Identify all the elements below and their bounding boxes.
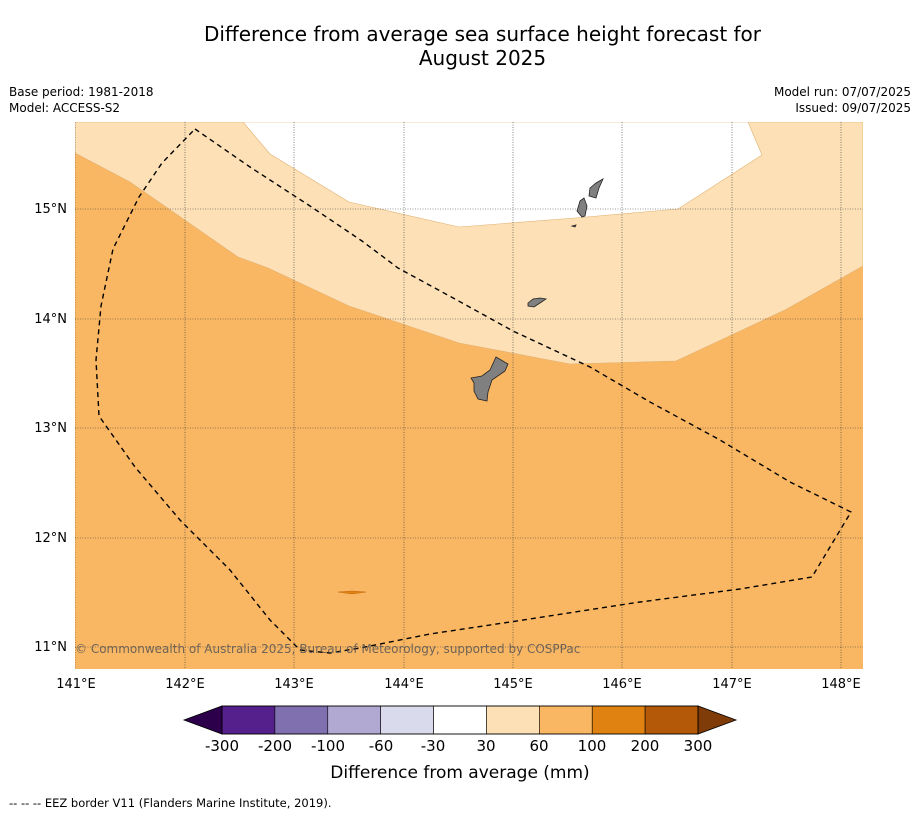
colorbar-tick-label: 200 bbox=[631, 737, 660, 755]
land-masses bbox=[470, 178, 604, 402]
colorbar-title: Difference from average (mm) bbox=[330, 763, 589, 783]
lat-tick-label: 15°N bbox=[34, 202, 67, 217]
colorbar-tick-labels: -300 -200 -100 -60 -30 30 60 100 200 300 bbox=[205, 737, 712, 755]
anomaly-neutral-region bbox=[242, 122, 763, 228]
eez-border bbox=[95, 128, 852, 654]
colorbar-swatch bbox=[539, 705, 593, 735]
colorbar-tick-label: 30 bbox=[476, 737, 495, 755]
guam-island bbox=[470, 356, 509, 402]
eez-legend-note: -- -- -- EEZ border V11 (Flanders Marine… bbox=[9, 796, 332, 810]
rota-island bbox=[527, 297, 548, 308]
model-label: Model: ACCESS-S2 bbox=[9, 101, 121, 115]
lon-labels: 141°E 142°E 143°E 144°E 145°E 146°E 147°… bbox=[56, 677, 861, 692]
lon-tick-label: 147°E bbox=[712, 677, 752, 692]
lon-tick-label: 141°E bbox=[56, 677, 96, 692]
colorbar-swatch bbox=[486, 705, 540, 735]
colorbar-tick-label: -60 bbox=[369, 737, 394, 755]
lat-labels: 15°N 14°N 13°N 12°N 11°N bbox=[34, 202, 67, 655]
colorbar-swatch bbox=[591, 705, 646, 735]
lon-tick-label: 144°E bbox=[384, 677, 424, 692]
model-info: Base period: 1981-2018 Model: ACCESS-S2 bbox=[9, 84, 154, 116]
map-title: Difference from average sea surface heig… bbox=[0, 22, 919, 70]
colorbar-swatch bbox=[433, 705, 487, 735]
colorbar-tick-label: 300 bbox=[684, 737, 713, 755]
colorbar-swatch bbox=[644, 705, 699, 735]
aguijan-islet bbox=[570, 224, 577, 228]
colorbar-frame bbox=[221, 705, 699, 735]
lon-tick-label: 145°E bbox=[493, 677, 533, 692]
anomaly-100-200-patch bbox=[337, 590, 367, 595]
lon-tick-label: 142°E bbox=[165, 677, 205, 692]
lon-tick-label: 148°E bbox=[821, 677, 861, 692]
issued-label: Issued: 09/07/2025 bbox=[795, 101, 911, 115]
lat-tick-label: 11°N bbox=[34, 640, 67, 655]
colorbar-tick-label: 60 bbox=[529, 737, 548, 755]
lon-tick-label: 143°E bbox=[274, 677, 314, 692]
lat-tick-label: 12°N bbox=[34, 531, 67, 546]
lon-tick-label: 146°E bbox=[602, 677, 642, 692]
gridlines bbox=[75, 122, 863, 669]
tinian-island bbox=[576, 197, 588, 218]
run-info: Model run: 07/07/2025 Issued: 09/07/2025 bbox=[774, 84, 911, 116]
colorbar-under-arrow bbox=[182, 705, 223, 735]
copyright-text: © Commonwealth of Australia 2025, Bureau… bbox=[75, 642, 580, 656]
colorbar: -300 -200 -100 -60 -30 30 60 100 200 300… bbox=[182, 705, 738, 783]
model-run-label: Model run: 07/07/2025 bbox=[773, 85, 911, 99]
title-line-1: Difference from average sea surface heig… bbox=[203, 22, 762, 46]
lat-tick-label: 14°N bbox=[34, 312, 67, 327]
colorbar-tick-label: -30 bbox=[421, 737, 446, 755]
map-area: © Commonwealth of Australia 2025, Bureau… bbox=[75, 122, 863, 669]
colorbar-swatch bbox=[221, 705, 276, 735]
colorbar-tick-label: -300 bbox=[205, 737, 239, 755]
saipan-island bbox=[588, 178, 604, 199]
lat-tick-label: 13°N bbox=[34, 421, 67, 436]
colorbar-tick-label: 100 bbox=[578, 737, 607, 755]
colorbar-tick-label: -100 bbox=[311, 737, 345, 755]
colorbar-swatch bbox=[274, 705, 329, 735]
title-line-2: August 2025 bbox=[418, 46, 547, 70]
base-period-label: Base period: 1981-2018 bbox=[9, 85, 154, 99]
colorbar-over-arrow bbox=[697, 705, 738, 735]
colorbar-swatch bbox=[380, 705, 434, 735]
colorbar-tick-label: -200 bbox=[258, 737, 292, 755]
colorbar-swatch bbox=[327, 705, 381, 735]
